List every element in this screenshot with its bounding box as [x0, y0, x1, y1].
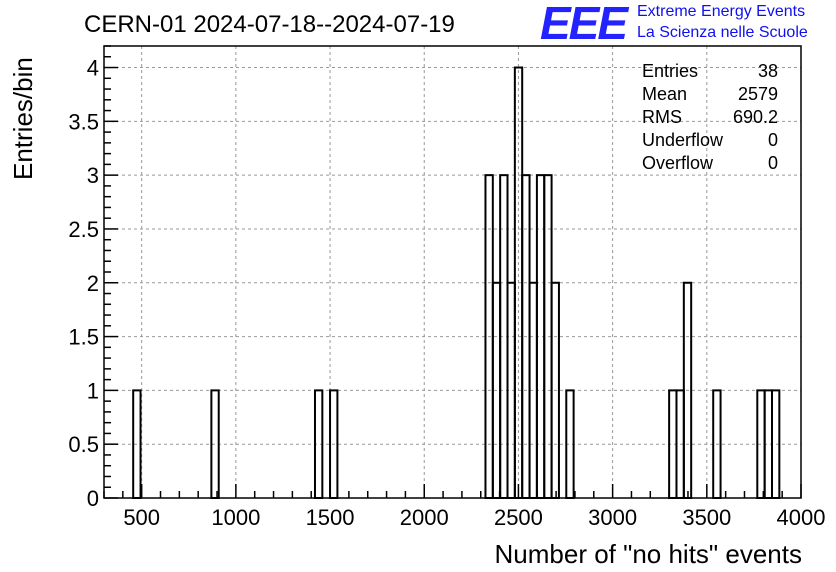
- y-tick-label: 3.5: [68, 109, 99, 134]
- y-tick-label: 0: [87, 486, 99, 511]
- logo-line-1: Extreme Energy Events: [637, 3, 806, 20]
- stats-value: 38: [758, 61, 778, 81]
- stats-label: Entries: [642, 61, 698, 81]
- x-tick-label: 500: [123, 505, 160, 530]
- stats-value: 0: [768, 130, 778, 150]
- grid: [104, 46, 802, 499]
- stats-value: 690.2: [733, 107, 778, 127]
- y-tick-label: 4: [87, 56, 99, 81]
- logo-line-2: La Scienza nelle Scuole: [637, 24, 808, 41]
- stats-value: 2579: [738, 84, 778, 104]
- stats-box: Entries 38 Mean 2579 RMS 690.2 Underflow 0 Overf…: [642, 61, 778, 173]
- x-tick-label: 2000: [400, 505, 449, 530]
- y-tick-label: 0.5: [68, 432, 99, 457]
- y-tick-label: 2: [87, 271, 99, 296]
- stats-label: Mean: [642, 84, 687, 104]
- x-tick-label: 1500: [306, 505, 355, 530]
- x-axis-ticks: 500 1000 1500 2000 2500 3000 3500 4000: [103, 484, 826, 530]
- stats-label: Overflow: [642, 153, 714, 173]
- x-tick-label: 3500: [682, 505, 731, 530]
- x-tick-label: 4000: [777, 505, 826, 530]
- x-axis-label: Number of "no hits" events: [495, 539, 803, 569]
- y-axis-label: Entries/bin: [8, 57, 38, 180]
- y-tick-label: 1: [87, 378, 99, 403]
- y-axis-ticks: 0 0.5 1 1.5 2 2.5 3 3.5 4: [68, 45, 118, 511]
- y-tick-label: 1.5: [68, 325, 99, 350]
- stats-value: 0: [768, 153, 778, 173]
- y-tick-label: 3: [87, 163, 99, 188]
- stats-label: RMS: [642, 107, 682, 127]
- stats-label: Underflow: [642, 130, 724, 150]
- x-tick-label: 3000: [588, 505, 637, 530]
- x-tick-label: 1000: [211, 505, 260, 530]
- x-tick-label: 2500: [494, 505, 543, 530]
- y-tick-label: 2.5: [68, 217, 99, 242]
- chart-title: CERN-01 2024-07-18--2024-07-19: [84, 11, 455, 38]
- eee-logo-mark: EEE: [540, 0, 628, 49]
- plot-frame: [103, 45, 802, 499]
